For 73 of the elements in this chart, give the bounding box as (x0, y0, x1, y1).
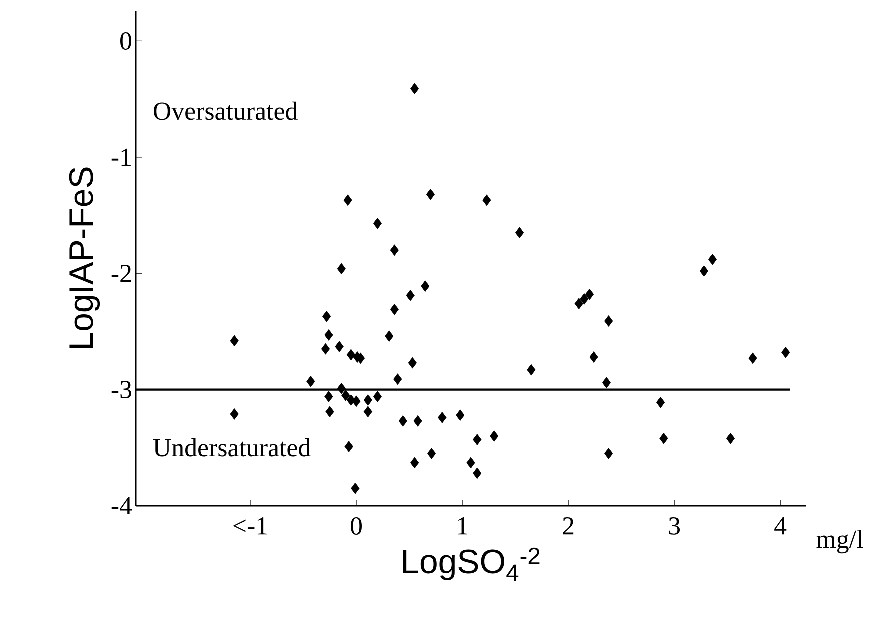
point (414, 415, 422, 427)
point (438, 412, 447, 424)
point (398, 415, 408, 427)
point (373, 391, 382, 402)
point (385, 330, 394, 342)
point (337, 263, 346, 275)
point (364, 406, 372, 418)
point (660, 432, 668, 444)
point (321, 343, 330, 355)
point (585, 288, 594, 300)
point (364, 394, 372, 406)
point (473, 434, 482, 446)
point (604, 448, 614, 460)
x-tick-label: 1 (458, 518, 468, 535)
point (344, 194, 352, 206)
point (782, 346, 790, 358)
y-tick-label: -3 (112, 381, 132, 398)
x-tick-label: 3 (669, 518, 680, 535)
point (406, 290, 415, 302)
point (306, 376, 316, 388)
x-tick-label: 0 (351, 518, 362, 535)
x-tick-label: <-1 (234, 518, 268, 535)
point (337, 382, 346, 394)
point (482, 194, 492, 206)
point (390, 244, 399, 256)
point (344, 441, 354, 452)
annotation: Undersaturated (153, 438, 311, 457)
point (394, 374, 402, 386)
point (426, 188, 436, 200)
point (656, 396, 666, 408)
point (527, 364, 536, 376)
point (473, 468, 482, 480)
y-tick-label: -4 (112, 497, 132, 515)
text: mg/l (816, 530, 864, 554)
point (456, 410, 465, 422)
point (708, 254, 718, 266)
point (421, 280, 430, 292)
point (466, 457, 476, 469)
point (335, 341, 344, 353)
point (748, 352, 758, 364)
point (580, 293, 589, 305)
point (515, 227, 524, 239)
point (230, 408, 239, 420)
point (590, 352, 598, 363)
point (604, 316, 614, 327)
point (324, 391, 334, 402)
x-tick-label: 2 (563, 518, 574, 535)
point (726, 432, 736, 444)
point (346, 349, 356, 361)
y-tick-label: -2 (112, 265, 132, 282)
x-axis-title: LogSO$_{4}$-2 (403, 548, 540, 582)
point (342, 390, 350, 402)
point (351, 482, 360, 494)
point (602, 377, 612, 389)
point (373, 218, 382, 230)
point (490, 430, 499, 442)
point (322, 310, 332, 322)
point (574, 298, 584, 310)
point (410, 83, 420, 95)
point (700, 266, 709, 277)
point (390, 304, 399, 316)
point (230, 335, 239, 347)
point (352, 396, 361, 408)
y-tick-label: 0 (120, 32, 132, 50)
annotation: Oversaturated (154, 102, 298, 120)
x-tick-label: 4 (774, 518, 787, 535)
point (326, 406, 334, 418)
point (410, 457, 420, 469)
y-axis-title: LogIAP-FeS (69, 168, 100, 348)
point (408, 357, 418, 369)
point (324, 329, 334, 341)
point (427, 448, 436, 460)
y-tick-label: -1 (112, 148, 131, 166)
